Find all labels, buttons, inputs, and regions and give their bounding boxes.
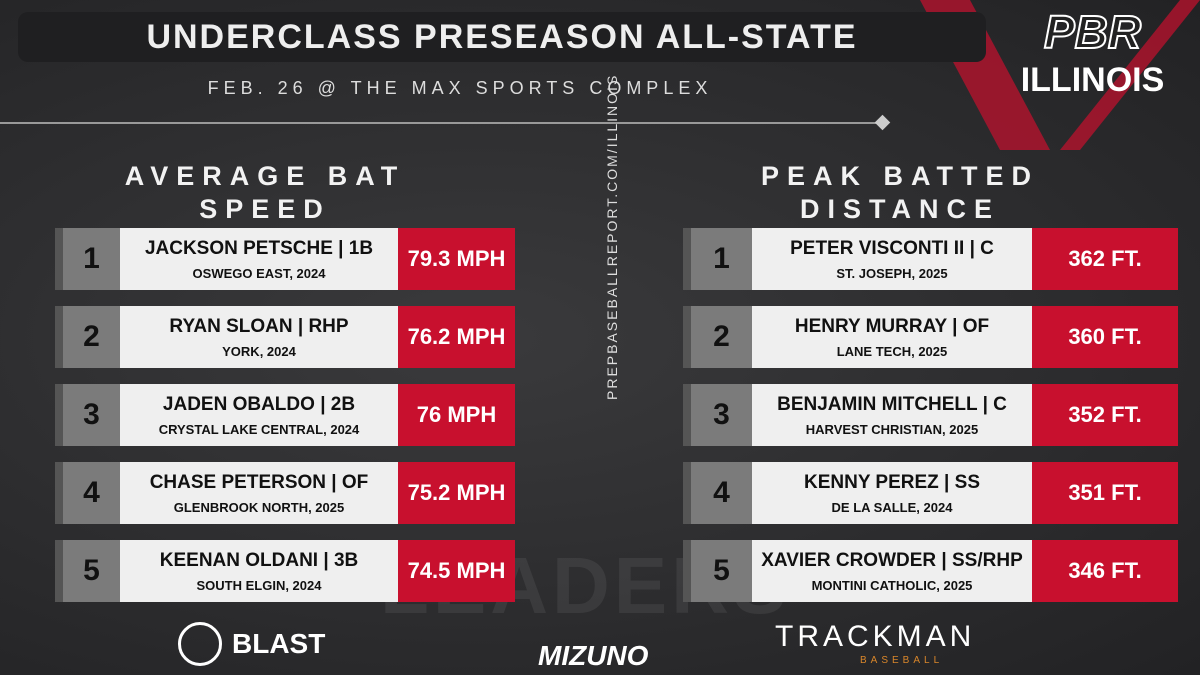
section-heading: AVERAGE BAT SPEED — [124, 161, 406, 224]
leader-row: 3 JADEN OBALDO | 2B CRYSTAL LAKE CENTRAL, … — [55, 384, 515, 446]
player-school: SOUTH ELGIN, 2024 — [196, 577, 322, 593]
rank: 2 — [55, 306, 120, 368]
player-school: OSWEGO EAST, 2024 — [192, 265, 326, 281]
stat-value: 76 MPH — [398, 384, 515, 446]
rank: 3 — [55, 384, 120, 446]
leader-row: 5 KEENAN OLDANI | 3B SOUTH ELGIN, 2024 74.5… — [55, 540, 515, 602]
stat-value: 351 FT. — [1032, 462, 1178, 524]
player-name: RYAN SLOAN | RHP — [169, 315, 349, 337]
player-school: DE LA SALLE, 2024 — [831, 499, 953, 515]
mizuno: MIZUNO — [538, 640, 649, 671]
player-info: KENNY PEREZ | SS DE LA SALLE, 2024 — [752, 462, 1032, 524]
rank: 2 — [683, 306, 752, 368]
section-heading: PEAK BATTED DISTANCE — [760, 161, 1039, 224]
leader-row: 2 RYAN SLOAN | RHP YORK, 2024 76.2 MPH — [55, 306, 515, 368]
leader-row: 4 CHASE PETERSON | OF GLENBROOK NORTH, 202… — [55, 462, 515, 524]
rank: 1 — [55, 228, 120, 290]
rule — [0, 122, 882, 124]
player-info: BENJAMIN MITCHELL | C HARVEST CHRISTIAN, … — [752, 384, 1032, 446]
player-name: KEENAN OLDANI | 3B — [159, 549, 359, 571]
subtitle: FEB. 26 @ THE MAX SPORTS COMPLEX — [207, 78, 713, 98]
player-name: HENRY MURRAY | OF — [794, 315, 990, 337]
player-name: JACKSON PETSCHE | 1B — [144, 237, 374, 259]
stat-value: 79.3 MPH — [398, 228, 515, 290]
player-info: JACKSON PETSCHE | 1B OSWEGO EAST, 2024 — [120, 228, 398, 290]
rank: 4 — [55, 462, 120, 524]
player-name: CHASE PETERSON | OF — [149, 471, 369, 493]
trackman: TRACKMAN — [775, 620, 976, 653]
rank: 5 — [55, 540, 120, 602]
player-school: HARVEST CHRISTIAN, 2025 — [805, 421, 979, 437]
player-school: GLENBROOK NORTH, 2025 — [173, 499, 345, 515]
player-info: KEENAN OLDANI | 3B SOUTH ELGIN, 2024 — [120, 540, 398, 602]
stat-value: 346 FT. — [1032, 540, 1178, 602]
logo: PBR ILLINOIS — [995, 5, 1190, 135]
leader-row: 5 XAVIER CROWDER | SS/RHP MONTINI CATHOLIC… — [683, 540, 1178, 602]
leader-row: 1 PETER VISCONTI II | C ST. JOSEPH, 2025 36… — [683, 228, 1178, 290]
website: PREPBASEBALLREPORT.COM/ILLINOIS — [604, 73, 620, 400]
stat-value: 352 FT. — [1032, 384, 1178, 446]
player-school: LANE TECH, 2025 — [836, 343, 948, 359]
stat-value: 362 FT. — [1032, 228, 1178, 290]
player-school: CRYSTAL LAKE CENTRAL, 2024 — [158, 421, 360, 437]
player-name: KENNY PEREZ | SS — [803, 471, 980, 493]
rank: 5 — [683, 540, 752, 602]
blast: BLAST — [232, 628, 326, 659]
rank: 1 — [683, 228, 752, 290]
player-info: CHASE PETERSON | OF GLENBROOK NORTH, 2025 — [120, 462, 398, 524]
leader-row: 3 BENJAMIN MITCHELL | C HARVEST CHRISTIAN,… — [683, 384, 1178, 446]
player-school: YORK, 2024 — [222, 343, 296, 359]
stat-value: 76.2 MPH — [398, 306, 515, 368]
logo-top: PBR — [1043, 5, 1142, 59]
player-name: PETER VISCONTI II | C — [790, 237, 994, 259]
player-info: JADEN OBALDO | 2B CRYSTAL LAKE CENTRAL, 2… — [120, 384, 398, 446]
stat-value: 360 FT. — [1032, 306, 1178, 368]
leader-row: 1 JACKSON PETSCHE | 1B OSWEGO EAST, 2024 79… — [55, 228, 515, 290]
leader-row: 2 HENRY MURRAY | OF LANE TECH, 2025 360 FT. — [683, 306, 1178, 368]
player-name: BENJAMIN MITCHELL | C — [777, 393, 1007, 415]
player-name: JADEN OBALDO | 2B — [162, 393, 356, 415]
leader-row: 4 KENNY PEREZ | SS DE LA SALLE, 2024 351 FT… — [683, 462, 1178, 524]
player-info: HENRY MURRAY | OF LANE TECH, 2025 — [752, 306, 1032, 368]
player-school: MONTINI CATHOLIC, 2025 — [811, 577, 973, 593]
player-info: RYAN SLOAN | RHP YORK, 2024 — [120, 306, 398, 368]
blast-icon — [178, 622, 222, 666]
logo-bottom: ILLINOIS — [1020, 61, 1165, 99]
player-school: ST. JOSEPH, 2025 — [836, 265, 948, 281]
stat-value: 75.2 MPH — [398, 462, 515, 524]
rank: 3 — [683, 384, 752, 446]
title: UNDERCLASS PRESEASON ALL-STATE — [18, 12, 986, 62]
player-name: XAVIER CROWDER | SS/RHP — [761, 549, 1023, 571]
player-info: XAVIER CROWDER | SS/RHP MONTINI CATHOLIC,… — [752, 540, 1032, 602]
trackman-sub: BASEBALL — [860, 655, 944, 666]
rank: 4 — [683, 462, 752, 524]
player-info: PETER VISCONTI II | C ST. JOSEPH, 2025 — [752, 228, 1032, 290]
stat-value: 74.5 MPH — [398, 540, 515, 602]
